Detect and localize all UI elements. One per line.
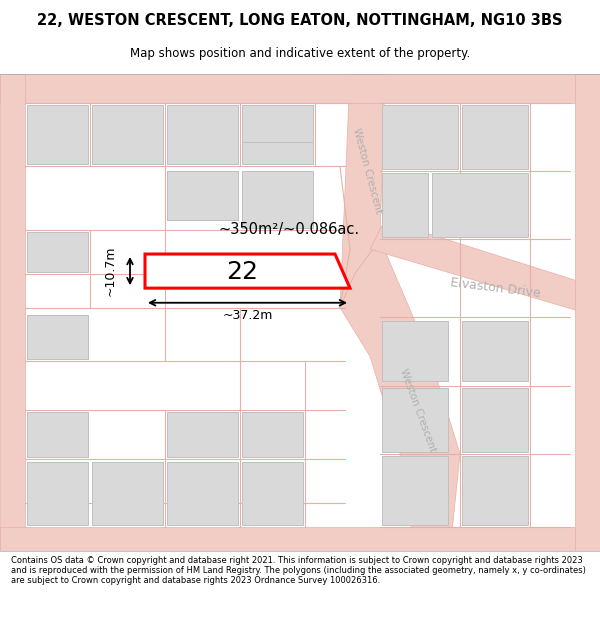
Polygon shape	[27, 412, 88, 457]
Polygon shape	[340, 239, 460, 551]
Text: Weston Crescent: Weston Crescent	[351, 127, 383, 215]
Text: Weston Crescent: Weston Crescent	[398, 367, 438, 453]
Polygon shape	[382, 388, 448, 452]
Polygon shape	[462, 105, 528, 169]
Polygon shape	[242, 412, 303, 457]
Polygon shape	[0, 74, 25, 551]
Polygon shape	[340, 74, 385, 308]
Polygon shape	[432, 173, 528, 238]
Text: ~37.2m: ~37.2m	[223, 309, 272, 322]
Polygon shape	[242, 105, 313, 164]
Polygon shape	[242, 171, 313, 227]
Polygon shape	[242, 462, 303, 525]
Polygon shape	[382, 105, 458, 169]
Polygon shape	[462, 321, 528, 381]
Polygon shape	[27, 232, 88, 272]
Polygon shape	[92, 105, 163, 164]
Polygon shape	[167, 105, 238, 164]
Polygon shape	[382, 173, 428, 238]
Polygon shape	[370, 220, 600, 318]
Polygon shape	[27, 462, 88, 525]
Text: ~350m²/~0.086ac.: ~350m²/~0.086ac.	[218, 222, 359, 237]
Polygon shape	[242, 105, 313, 142]
Text: Elvaston Drive: Elvaston Drive	[449, 276, 541, 300]
Polygon shape	[382, 456, 448, 525]
Text: 22, WESTON CRESCENT, LONG EATON, NOTTINGHAM, NG10 3BS: 22, WESTON CRESCENT, LONG EATON, NOTTING…	[37, 13, 563, 28]
Text: Map shows position and indicative extent of the property.: Map shows position and indicative extent…	[130, 47, 470, 59]
Text: Contains OS data © Crown copyright and database right 2021. This information is : Contains OS data © Crown copyright and d…	[11, 556, 586, 586]
Polygon shape	[27, 105, 88, 164]
Polygon shape	[92, 462, 163, 525]
Polygon shape	[167, 171, 238, 220]
Polygon shape	[167, 412, 238, 457]
Text: ~10.7m: ~10.7m	[104, 246, 116, 296]
Polygon shape	[27, 316, 88, 359]
Polygon shape	[462, 388, 528, 452]
Polygon shape	[575, 74, 600, 551]
Polygon shape	[0, 74, 600, 103]
Polygon shape	[462, 456, 528, 525]
Polygon shape	[167, 462, 238, 525]
Polygon shape	[382, 321, 448, 381]
Polygon shape	[145, 254, 350, 288]
Polygon shape	[0, 527, 600, 551]
Text: 22: 22	[226, 259, 258, 284]
